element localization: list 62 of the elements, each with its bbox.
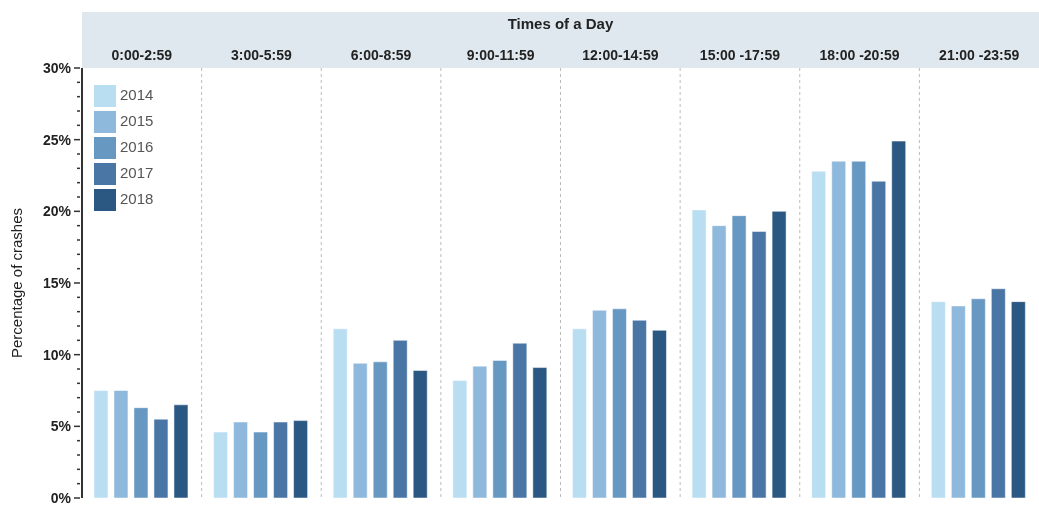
bar <box>293 420 308 498</box>
bar <box>691 209 707 498</box>
bar <box>572 328 587 498</box>
bar <box>332 328 348 498</box>
x-tick-label: 21:00 -23:59 <box>939 47 1020 63</box>
y-tick-label: 20% <box>42 203 72 220</box>
x-axis-title: Times of a Day <box>507 14 614 32</box>
bar <box>352 363 368 498</box>
bar <box>532 367 548 498</box>
bar <box>931 301 946 498</box>
bar <box>851 160 866 498</box>
legend-label: 2015 <box>120 112 154 129</box>
bar <box>652 330 667 498</box>
legend-label: 2014 <box>120 86 154 103</box>
x-tick-label: 9:00-11:59 <box>466 47 535 63</box>
legend-label: 2017 <box>120 164 154 181</box>
bar <box>971 298 986 498</box>
bar <box>133 407 149 498</box>
y-tick-label: 5% <box>50 418 72 435</box>
x-tick-label: 0:00-2:59 <box>111 47 173 63</box>
bar <box>991 288 1006 498</box>
bar <box>412 370 428 498</box>
y-tick-label: 0% <box>50 490 72 506</box>
legend-label: 2016 <box>120 138 154 155</box>
bar <box>253 431 268 498</box>
bar <box>711 225 727 498</box>
bar <box>452 380 468 498</box>
bar <box>213 431 228 498</box>
x-tick-label: 15:00 -17:59 <box>699 47 781 63</box>
y-tick-label: 10% <box>42 346 72 363</box>
bar <box>951 305 966 498</box>
bar <box>93 390 109 498</box>
bar <box>731 215 747 498</box>
bar <box>751 231 767 498</box>
bar <box>592 309 607 498</box>
bar <box>831 160 846 498</box>
x-tick-label: 18:00 -20:59 <box>819 47 900 63</box>
bar <box>871 180 886 498</box>
y-tick-label: 15% <box>42 275 72 291</box>
y-tick-label: 25% <box>42 131 72 148</box>
x-tick-label: 12:00-14:59 <box>582 47 659 63</box>
bar <box>612 308 627 498</box>
bar <box>492 360 508 498</box>
x-tick-label: 6:00-8:59 <box>350 47 412 63</box>
bar <box>372 361 388 498</box>
bar <box>273 421 288 498</box>
bar <box>1011 301 1026 498</box>
bar <box>771 211 787 498</box>
bar <box>891 140 906 498</box>
bar <box>472 365 488 498</box>
bar <box>512 342 528 498</box>
bar <box>173 404 189 498</box>
bar <box>392 340 408 498</box>
x-tick-label: 3:00-5:59 <box>231 47 292 63</box>
bar <box>113 390 129 498</box>
bar <box>811 170 826 498</box>
y-axis-title: Percentage of crashes <box>8 207 26 359</box>
bar <box>153 418 169 498</box>
y-tick-label: 30% <box>42 60 72 76</box>
bar <box>632 320 647 498</box>
bar <box>233 421 248 498</box>
legend-label: 2018 <box>120 190 154 207</box>
